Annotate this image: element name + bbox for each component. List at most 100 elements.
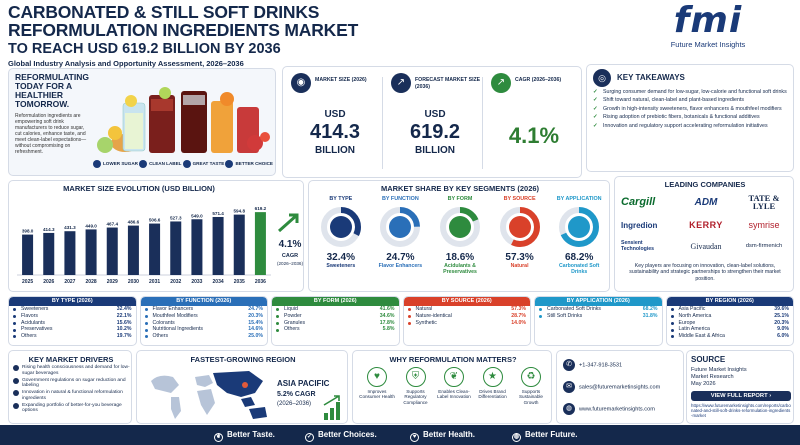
table-header: BY REGION (2026) (666, 297, 793, 306)
source-title: SOURCE (691, 355, 726, 364)
table-row: Natural 57.3% (404, 306, 531, 313)
row-label: Others (152, 333, 169, 340)
bullet-dot (670, 314, 674, 318)
segment-donut (559, 207, 600, 247)
x-tick-label: 2032 (170, 279, 181, 285)
table-by-application: BY APPLICATION (2026) Carbonated Soft Dri… (534, 296, 663, 346)
bullet-dot (144, 335, 148, 339)
drivers-title: KEY MARKET DRIVERS (28, 355, 114, 364)
row-value: 15.4% (248, 319, 263, 326)
segment-name: Flavor Enhancers (378, 263, 423, 269)
segment-pct: 32.4% (326, 252, 355, 263)
why-item-sustainable: ♻ Supports Sustainable Growth (513, 367, 549, 405)
row-label: Colorants (152, 319, 175, 326)
bar-2033 (191, 219, 203, 275)
segment-by-application: BY APPLICATION 68.2% Carbonated Soft Drink… (549, 195, 609, 291)
table-header: BY FUNCTION (2026) (140, 297, 267, 306)
view-full-report-button[interactable]: VIEW FULL REPORT › (691, 391, 791, 401)
bar-value-label: 619.2 (255, 206, 267, 211)
bullet-dot (670, 308, 674, 312)
row-value: 10.2% (116, 326, 132, 333)
driver-item: Rising health consciousness and demand f… (13, 365, 131, 376)
takeaway-item: ✓ Shift toward natural, clean-label and p… (593, 97, 745, 104)
row-label: Nutritional Ingredients (152, 326, 203, 333)
row-value: 68.2% (642, 306, 658, 312)
row-label: Latin America (678, 326, 710, 333)
why-title: WHY REFORMULATION MATTERS? (389, 355, 517, 364)
hero-headline: REFORMULATING TODAY FOR A HEALTHIER TOMORRO… (15, 72, 89, 109)
x-tick-label: 2030 (128, 279, 139, 285)
table-by-form: BY FORM (2026) Liquid 41.6% Powder 34.6% Gran… (271, 296, 400, 346)
segment-by-form: BY FORM 18.6% Acidulants & Preservatives (430, 195, 490, 291)
fmi-logo[interactable]: fmi Future Market Insights (648, 2, 768, 52)
bullet-dot (539, 308, 542, 312)
table-header: BY TYPE (2026) (9, 297, 136, 306)
takeaways-title: KEY TAKEAWAYS (617, 73, 685, 82)
segment-icon (329, 216, 352, 238)
bar-2025 (22, 234, 34, 275)
subtitle: Global Industry Analysis and Opportunity… (8, 59, 244, 68)
badge-lower-sugar: LOWER SUGAR (93, 160, 138, 168)
row-label: Flavors (21, 312, 39, 319)
table-row: Colorants 15.4% (141, 320, 268, 327)
segment-name: Sweeteners (326, 263, 356, 269)
metric-value: 414.3 (309, 121, 361, 143)
bullet-dot (144, 328, 148, 332)
row-label: Others (284, 326, 300, 333)
table-header: BY FORM (2026) (272, 297, 399, 306)
chart-growth-icon: ↗ (391, 73, 411, 93)
star-icon: ★ (482, 367, 503, 387)
metric-suffix: BILLION (315, 145, 355, 156)
footer-item-choices: ✓ Better Choices. (305, 430, 377, 442)
report-url-link[interactable]: https://www.futuremarketinsights.com/rep… (691, 403, 791, 419)
x-tick-label: 2033 (191, 279, 202, 285)
fmi-logo-mark: fmi (673, 0, 743, 41)
donut-share-arc (380, 207, 421, 247)
row-value: 57.3% (511, 306, 526, 312)
segment-pct: 18.6% (445, 252, 475, 263)
row-value: 9.0% (777, 326, 789, 333)
x-tick-label: 2031 (149, 279, 160, 285)
metric-suffix: BILLION (415, 145, 455, 156)
bullet-dot (539, 314, 542, 318)
shield-icon: ⛨ (405, 367, 426, 387)
table-by-function: BY FUNCTION (2026) Flavor Enhancers 24.7% M… (139, 296, 268, 346)
table-header: BY SOURCE (2026) (403, 297, 530, 306)
bar-value-label: 486.6 (128, 220, 140, 225)
table-row: Still Soft Drinks 31.8% (535, 313, 662, 320)
takeaway-item: ✓ Innovation and regulatory support accel… (593, 122, 768, 129)
contact-phone[interactable]: ✆ +1-347-918-3531 (563, 359, 683, 371)
row-value: 22.1% (116, 312, 132, 319)
bar-2030 (127, 225, 139, 275)
row-label: Middle East & Africa (678, 333, 725, 340)
row-label: Europe (678, 319, 696, 326)
bar-2035 (233, 214, 245, 275)
segment-donut (499, 207, 540, 247)
why-item-compliance: ⛨ Supports Regulatory Compliance (398, 367, 434, 405)
table-row: North America 25.1% (667, 313, 794, 320)
footer-item-health: ♥ Better Health. (410, 430, 475, 442)
row-label: Others (21, 333, 37, 340)
bar-value-label: 449.0 (85, 223, 97, 228)
table-row: Sweeteners 32.4% (9, 306, 136, 313)
segment-head: BY APPLICATION (556, 196, 602, 202)
row-label: Sweeteners (21, 306, 49, 312)
contact-email[interactable]: ✉ sales@futuremarketinsights.com (563, 381, 683, 393)
badge-great-taste: GREAT TASTE (182, 160, 224, 168)
contact-web[interactable]: ◍ www.futuremarketinsights.com (563, 403, 683, 415)
row-value: 14.0% (511, 319, 526, 326)
heart-icon: ♥ (410, 433, 419, 442)
segment-pct: 57.3% (505, 252, 534, 263)
bullet-dot (407, 308, 411, 312)
title-line-1: CARBONATED & STILL SOFT DRINKS (8, 2, 320, 22)
bullet-dot (407, 314, 411, 318)
world-map (151, 371, 267, 419)
table-header: BY APPLICATION (2026) (535, 297, 662, 306)
bar-chart: 398.0 2025 414.3 2026 431.3 2027 449.0 2028 467.… (17, 206, 271, 285)
bar-value-label: 414.3 (43, 227, 55, 232)
bar-value-label: 549.0 (191, 213, 203, 218)
bullet-dot (144, 314, 148, 318)
badge-better-choice: BETTER CHOICE (225, 160, 273, 168)
badge-clean-label: CLEAN LABEL (139, 160, 182, 168)
metric-cagr: ↗ CAGR (2026–2036) 4.1% (489, 73, 579, 173)
